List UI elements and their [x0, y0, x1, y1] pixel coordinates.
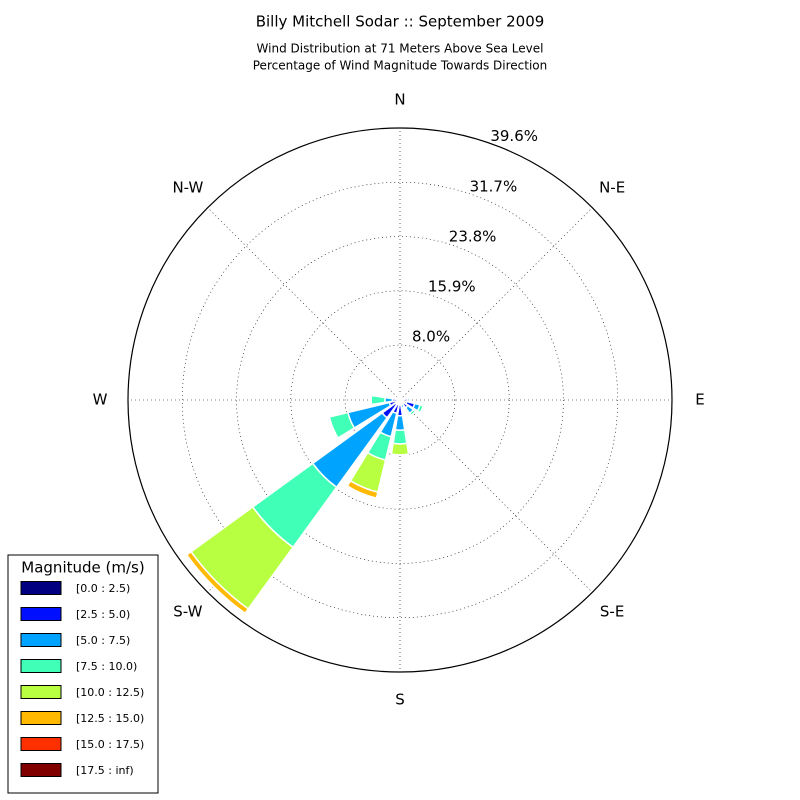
r-tick-label: 23.8%	[449, 227, 497, 245]
chart-subtitle: Wind Distribution at 71 Meters Above Sea…	[257, 42, 544, 56]
direction-label: N	[394, 91, 405, 109]
wind-segment	[392, 428, 408, 445]
wind-segment	[186, 554, 246, 614]
legend-swatch	[20, 659, 62, 673]
direction-label: S-W	[173, 603, 202, 621]
wind-segment	[370, 394, 386, 406]
wind-segment	[394, 414, 406, 431]
legend-swatch	[20, 581, 62, 595]
direction-label: N-E	[599, 178, 625, 196]
direction-label: N-W	[172, 178, 203, 196]
legend-swatch	[20, 737, 62, 751]
legend-title: Magnitude (m/s)	[21, 559, 144, 577]
legend-swatch	[20, 607, 62, 621]
r-tick-label: 39.6%	[490, 127, 538, 145]
legend-label: [17.5 : inf)	[76, 764, 134, 777]
r-tick-label: 15.9%	[428, 278, 476, 296]
wind-segment	[390, 442, 410, 456]
wind-segment	[391, 453, 409, 456]
grid-spoke	[399, 399, 593, 593]
direction-label: W	[93, 391, 108, 409]
wind-segment	[419, 405, 425, 413]
wind-segment	[384, 396, 394, 404]
direction-label: S-E	[600, 603, 624, 621]
grid-spoke	[207, 207, 401, 401]
chart-title: Billy Mitchell Sodar :: September 2009	[256, 13, 545, 31]
wind-segment	[328, 416, 339, 439]
legend-label: [2.5 : 5.0)	[76, 608, 130, 621]
legend-label: [15.0 : 17.5)	[76, 738, 144, 751]
legend-swatch	[20, 763, 62, 777]
wind-segment	[392, 396, 395, 399]
legend-label: [0.0 : 2.5)	[76, 582, 130, 595]
grid-circle	[290, 290, 510, 510]
direction-label: E	[695, 391, 704, 409]
legend-label: [7.5 : 10.0)	[76, 660, 137, 673]
legend-swatch	[20, 633, 62, 647]
outer-ring	[127, 127, 673, 673]
legend-swatch	[20, 685, 62, 699]
r-tick-label: 31.7%	[470, 177, 518, 195]
legend-label: [10.0 : 12.5)	[76, 686, 144, 699]
direction-label: S	[395, 691, 405, 709]
grid-circle	[236, 236, 564, 564]
legend-label: [5.0 : 7.5)	[76, 634, 130, 647]
legend-swatch	[20, 711, 62, 725]
grid-circle	[344, 344, 456, 456]
grid-circle	[181, 181, 619, 619]
chart-subtitle: Percentage of Wind Magnitude Towards Dir…	[253, 59, 547, 73]
legend-label: [12.5 : 15.0)	[76, 712, 144, 725]
r-tick-label: 8.0%	[412, 328, 450, 346]
grid-spoke	[399, 207, 593, 401]
